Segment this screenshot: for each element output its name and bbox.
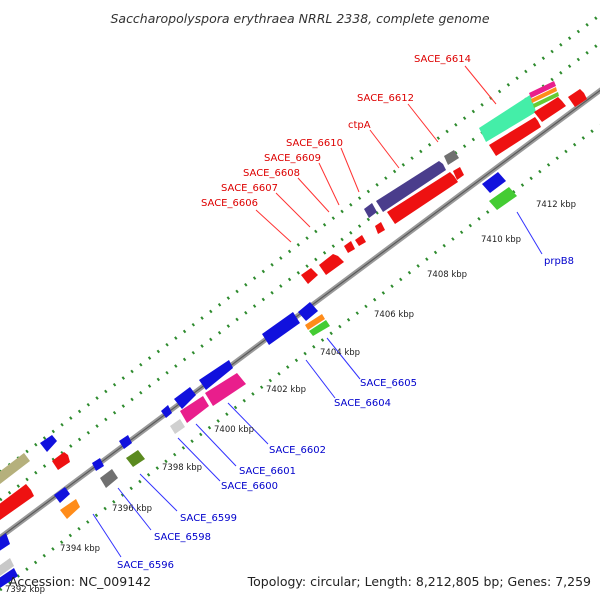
gene-sace-6614-stripe-orange[interactable] bbox=[531, 87, 557, 103]
gene-sace-6599[interactable] bbox=[119, 435, 132, 449]
gene-ctpA[interactable] bbox=[376, 161, 446, 212]
connector-sace-6598 bbox=[117, 487, 152, 531]
genome-summary-text: Topology: circular; Length: 8,212,805 bp… bbox=[247, 574, 591, 589]
gene-sace-6609[interactable] bbox=[355, 235, 366, 246]
gene-sace-6604[interactable] bbox=[262, 312, 300, 345]
gene-label-sace-6610[interactable]: SACE_6610 bbox=[286, 138, 343, 149]
gene-sace-6612[interactable] bbox=[444, 150, 459, 165]
gene-sace-6594-forward[interactable] bbox=[0, 453, 30, 484]
accession-text: Accession: NC_009142 bbox=[9, 574, 151, 589]
connector-ctpA bbox=[369, 129, 400, 169]
connector-sace-6606 bbox=[255, 209, 292, 243]
gene-reverse-edge-2[interactable] bbox=[0, 558, 14, 576]
reverse-gene-labels: SACE_6596 SACE_6598 SACE_6599 SACE_6600 … bbox=[117, 256, 574, 571]
tick-labels: 7392 kbp 7394 kbp 7396 kbp 7398 kbp 7400… bbox=[5, 200, 576, 595]
gene-label-sace-6601[interactable]: SACE_6601 bbox=[239, 466, 296, 477]
gene-sace-6610b[interactable] bbox=[364, 203, 377, 218]
gene-sace-6606[interactable] bbox=[301, 268, 318, 284]
connector-sace-6608 bbox=[297, 177, 330, 213]
gene-sace-6614-stripe-pink[interactable] bbox=[529, 81, 556, 98]
gene-ctpA-red[interactable] bbox=[387, 172, 458, 224]
tick-label: 7412 kbp bbox=[536, 200, 576, 210]
gene-sace-6607[interactable] bbox=[319, 254, 344, 275]
gene-sace-6599-olive[interactable] bbox=[126, 450, 145, 467]
gene-sace-6613[interactable] bbox=[489, 117, 541, 156]
gene-sace-6600[interactable] bbox=[161, 405, 172, 418]
gene-sace-6598[interactable] bbox=[92, 458, 104, 471]
gene-label-prpB8[interactable]: prpB8 bbox=[544, 256, 574, 267]
gene-reverse-small-2[interactable] bbox=[40, 435, 57, 452]
gene-sace-6601-pink[interactable] bbox=[180, 396, 209, 423]
gene-sace-6610[interactable] bbox=[375, 222, 385, 234]
tick-label: 7396 kbp bbox=[112, 504, 152, 514]
gene-label-sace-6614[interactable]: SACE_6614 bbox=[414, 54, 471, 65]
gene-label-sace-6602[interactable]: SACE_6602 bbox=[269, 445, 326, 456]
gene-forward-small-1[interactable] bbox=[52, 452, 70, 470]
tick-label: 7404 kbp bbox=[320, 348, 360, 358]
gene-sace-6602-pink[interactable] bbox=[205, 373, 246, 406]
connector-sace-6614 bbox=[464, 65, 497, 105]
gene-sace-6614-red[interactable] bbox=[534, 97, 566, 122]
tick-label: 7400 kbp bbox=[214, 425, 254, 435]
connector-sace-6602 bbox=[227, 402, 269, 445]
gene-sace-6596[interactable] bbox=[54, 487, 70, 503]
tick-label: 7394 kbp bbox=[60, 544, 100, 554]
gene-reverse-edge-1[interactable] bbox=[0, 533, 10, 552]
gene-sace-6602[interactable] bbox=[199, 360, 233, 390]
gene-sace-6604b[interactable] bbox=[298, 302, 318, 321]
tick-label: 7408 kbp bbox=[427, 270, 467, 280]
gene-sace-6614-stripe-green[interactable] bbox=[533, 92, 559, 108]
gene-sace-6600-grey[interactable] bbox=[170, 419, 185, 434]
forward-gene-labels: SACE_6606 SACE_6607 SACE_6608 SACE_6609 … bbox=[201, 54, 471, 209]
connector-sace-6607 bbox=[275, 192, 311, 228]
map-title: Saccharopolyspora erythraea NRRL 2338, c… bbox=[110, 11, 489, 26]
gene-label-sace-6606[interactable]: SACE_6606 bbox=[201, 198, 258, 209]
gene-sace-6596-orange[interactable] bbox=[60, 499, 80, 519]
gene-sace-6608[interactable] bbox=[344, 241, 355, 253]
gene-sace-6614[interactable] bbox=[479, 95, 536, 142]
connector-sace-6609 bbox=[318, 162, 340, 206]
gene-label-sace-6612[interactable]: SACE_6612 bbox=[357, 93, 414, 104]
label-connectors bbox=[92, 65, 543, 558]
connector-sace-6605 bbox=[326, 337, 361, 380]
gene-sace-6598-grey[interactable] bbox=[100, 469, 118, 488]
gene-label-sace-6608[interactable]: SACE_6608 bbox=[243, 168, 300, 179]
connector-sace-6601 bbox=[195, 423, 237, 467]
connector-sace-6610 bbox=[340, 147, 360, 193]
ruler-tracks bbox=[0, 13, 600, 592]
gene-sace-6612b[interactable] bbox=[453, 167, 464, 180]
connector-sace-6599 bbox=[139, 473, 178, 512]
gene-label-sace-6607[interactable]: SACE_6607 bbox=[221, 183, 278, 194]
tick-label: 7406 kbp bbox=[374, 310, 414, 320]
connector-sace-6612 bbox=[407, 103, 439, 143]
gene-prpB8-green[interactable] bbox=[489, 187, 517, 210]
connector-prpB8 bbox=[516, 211, 543, 255]
gene-features bbox=[0, 81, 587, 588]
gene-sace-6595-forward[interactable] bbox=[0, 484, 34, 520]
gene-prpB8[interactable] bbox=[482, 172, 506, 193]
gene-label-sace-6600[interactable]: SACE_6600 bbox=[221, 481, 278, 492]
gene-label-sace-6605[interactable]: SACE_6605 bbox=[360, 378, 417, 389]
gene-label-ctpA[interactable]: ctpA bbox=[348, 120, 371, 131]
gene-sace-6605-green[interactable] bbox=[309, 320, 330, 336]
connector-sace-6600 bbox=[177, 437, 221, 482]
connector-sace-6604 bbox=[305, 359, 336, 399]
gene-reverse-edge-3[interactable] bbox=[0, 568, 18, 588]
ruler-mid-track bbox=[0, 13, 600, 474]
gene-sace-6605-orange[interactable] bbox=[305, 314, 325, 330]
gene-sace-6615[interactable] bbox=[568, 89, 587, 107]
tick-label: 7392 kbp bbox=[5, 585, 45, 595]
gene-label-sace-6609[interactable]: SACE_6609 bbox=[264, 153, 321, 164]
gene-label-sace-6599[interactable]: SACE_6599 bbox=[180, 513, 237, 524]
gene-label-sace-6596[interactable]: SACE_6596 bbox=[117, 560, 174, 571]
tick-label: 7398 kbp bbox=[162, 463, 202, 473]
tick-label: 7410 kbp bbox=[481, 235, 521, 245]
gene-sace-6601[interactable] bbox=[174, 387, 196, 409]
connector-sace-6596 bbox=[92, 513, 122, 558]
gene-label-sace-6604[interactable]: SACE_6604 bbox=[334, 398, 391, 409]
gene-label-sace-6598[interactable]: SACE_6598 bbox=[154, 532, 211, 543]
tick-label: 7402 kbp bbox=[266, 385, 306, 395]
